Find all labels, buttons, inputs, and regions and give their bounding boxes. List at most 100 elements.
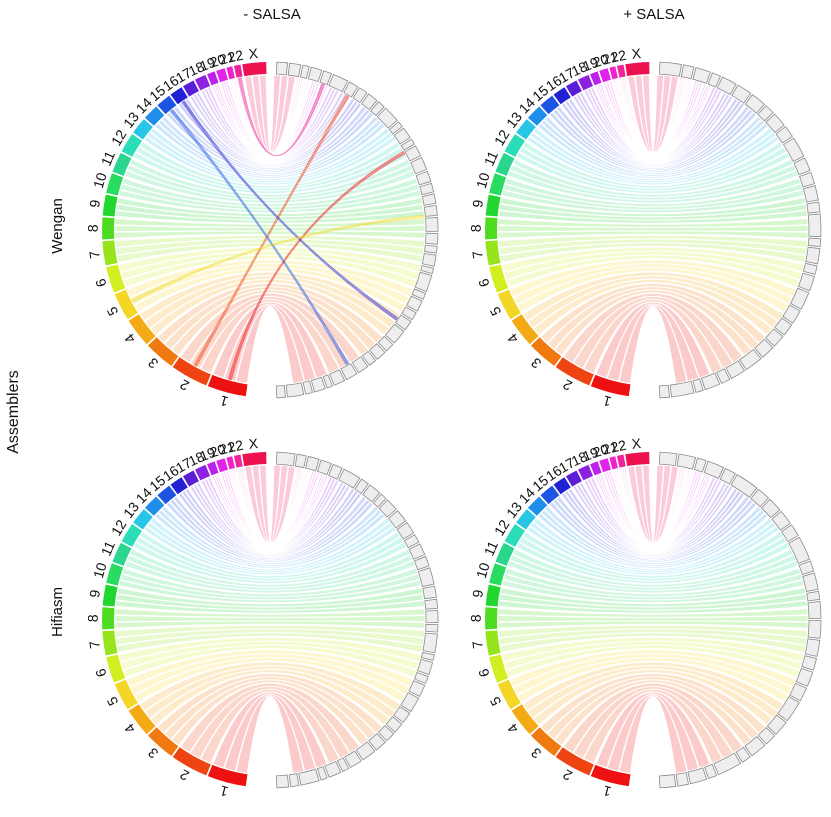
ribbon-chr19-2 (599, 473, 707, 548)
ribbon-chr6-2 (501, 246, 805, 273)
row-title-wengan: Wengan (49, 198, 66, 254)
chromosome-segment-20 (216, 68, 228, 83)
ribbon-chrX-0 (244, 75, 296, 154)
ribbon-chr7-2 (497, 234, 809, 248)
ribbon-chr19-2 (599, 83, 707, 158)
ribbons (114, 74, 426, 384)
scaffold-segment-26 (400, 692, 420, 713)
chromosome-segment-21 (609, 456, 618, 470)
ribbon-chr7-2 (497, 624, 809, 638)
chromosome-label-3: 3 (528, 355, 545, 372)
ribbon-chr16-2 (567, 487, 739, 556)
ribbon-chr15-2 (556, 495, 750, 560)
chromosome-label-2: 2 (177, 376, 192, 394)
scaffold-segment-24 (421, 252, 437, 267)
ribbon-chr7-0 (499, 242, 807, 263)
chromosome-label-X: X (631, 45, 642, 62)
ribbon-chrX-2 (642, 74, 664, 153)
scaffold-segment-30 (658, 774, 677, 789)
ribbon-chr2-2 (563, 293, 743, 364)
chromosome-segment-16 (170, 477, 188, 495)
ribbon-chr14-1 (540, 119, 766, 177)
ribbon-chr15-1 (552, 498, 754, 561)
ribbon-chr4-2 (139, 661, 401, 712)
chromosome-label-16: 16 (160, 72, 182, 94)
ribbon-chr7-2 (114, 624, 426, 638)
ribbon-chr18-1 (586, 87, 720, 161)
scaffold-segment-36 (298, 768, 320, 786)
chromosome-segment-8 (485, 607, 498, 630)
ribbon-chr22-2 (240, 467, 300, 545)
ribbon-chr18-0 (583, 479, 723, 551)
chromosome-segment-18 (194, 74, 211, 91)
ribbon-chr20-2 (608, 470, 698, 547)
ribbon-chr11-0 (507, 170, 799, 204)
ribbon-chr11-2 (512, 548, 794, 588)
ribbon-chr8-0 (114, 620, 426, 629)
scaffold-segment-1 (275, 61, 288, 76)
chromosome-segment-6 (106, 654, 126, 683)
scaffold-segment-5 (319, 70, 332, 86)
chromosome-label-4: 4 (504, 720, 522, 736)
chromosome-label-12: 12 (491, 517, 513, 539)
ribbon-chrX-0 (627, 465, 679, 544)
chromosome-segment-21 (226, 456, 235, 470)
ribbon-chr5-0 (133, 267, 407, 313)
scaffold-segment-14 (806, 590, 821, 602)
chromosome-segment-9 (485, 194, 501, 217)
ribbon-chr7-0 (116, 632, 424, 653)
ribbon-chr21-2 (616, 78, 690, 156)
scaffold-segment-26 (713, 752, 742, 776)
chromosome-segment-14 (527, 106, 548, 126)
ribbon-chr8-2 (114, 608, 426, 618)
ribbon-chr20-0 (220, 471, 320, 547)
ribbon-chr17-1 (192, 93, 348, 163)
chromosome-segment-3 (531, 727, 562, 756)
scaffold-segment-37 (329, 369, 346, 386)
scaffold-segment-28 (406, 295, 423, 312)
ribbon-chr15-2 (173, 495, 367, 560)
scaffold-segment-12 (793, 157, 811, 176)
chromosome-label-16: 16 (543, 462, 565, 484)
ribbon-chr5-0 (516, 657, 790, 703)
ribbon-chr5-0 (516, 267, 790, 313)
scaffold-segment-34 (324, 760, 342, 778)
chromosome-segment-13 (516, 509, 536, 530)
scaffold-segment-11 (376, 107, 398, 129)
chromosome-segment-1 (590, 374, 631, 397)
ribbon-chr7-0 (499, 632, 807, 653)
scaffold-segment-9 (765, 113, 785, 134)
scaffold-segment-28 (385, 716, 403, 733)
ribbon-chr12-0 (515, 541, 791, 584)
chromosome-segment-20 (216, 458, 228, 473)
chromosome-segment-8 (102, 217, 115, 240)
ribbon-chr19-1 (597, 84, 709, 159)
scaffold-segment-10 (378, 499, 397, 518)
chromosome-label-18: 18 (569, 58, 590, 79)
chromosome-segment-3 (148, 727, 179, 756)
chromosome-label-7: 7 (86, 640, 103, 650)
ribbon-chr11-1 (126, 164, 414, 201)
ribbon-chr12-0 (515, 151, 791, 194)
scaffold-segment-38 (322, 374, 333, 389)
ribbon-chrX-1 (634, 464, 672, 544)
ribbon-chr1-0 (618, 695, 688, 774)
chromosome-segment-12 (504, 523, 525, 547)
chromosome-segment-11 (112, 152, 132, 176)
ribbon-chr6-1 (503, 250, 803, 281)
ribbon-chr14-1 (157, 509, 383, 567)
chromosome-segment-22 (233, 454, 243, 468)
scaffold-segment-23 (757, 726, 776, 745)
scaffold-track (275, 61, 439, 399)
ribbon-chr16-2 (184, 97, 356, 166)
chromosome-segment-16 (170, 87, 188, 105)
scaffold-segment-32 (377, 335, 394, 352)
ribbon-chr20-0 (220, 81, 320, 157)
column-title-minus-salsa: - SALSA (243, 6, 301, 23)
scaffold-segment-13 (403, 534, 420, 549)
misjoin-ribbon-4 (131, 214, 425, 303)
ribbon-chr16-1 (181, 490, 359, 557)
